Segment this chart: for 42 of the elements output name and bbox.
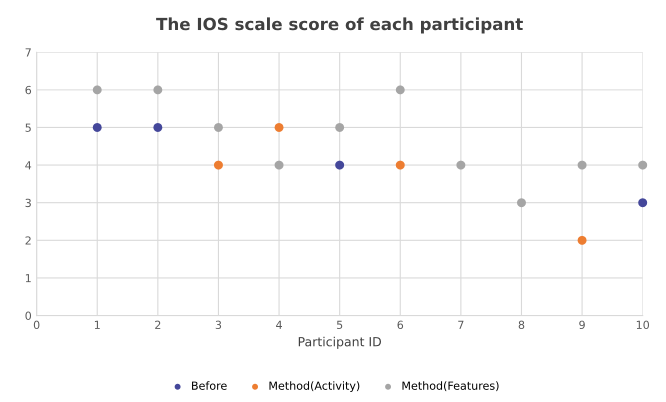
point xyxy=(638,160,648,170)
legend-label: Before xyxy=(192,381,227,390)
point xyxy=(396,160,405,170)
point xyxy=(638,198,648,208)
x-axis-title: Participant ID xyxy=(298,336,382,349)
legend-label: Method(Features) xyxy=(402,381,499,392)
x-tick-label: 7 xyxy=(458,320,464,329)
x-tick-label: 4 xyxy=(276,320,282,329)
x-tick-label: 0 xyxy=(34,320,40,330)
point xyxy=(456,160,466,170)
point xyxy=(335,160,344,170)
point xyxy=(153,122,162,132)
x-tick-label: 8 xyxy=(518,320,524,330)
point xyxy=(153,85,162,94)
y-tick-label: 3 xyxy=(26,198,31,208)
point xyxy=(92,122,102,132)
y-tick-label: 6 xyxy=(25,86,32,94)
point xyxy=(214,160,223,170)
point xyxy=(274,122,284,132)
y-tick-label: 5 xyxy=(26,124,31,132)
x-tick-label: 6 xyxy=(398,320,404,330)
y-tick-label: 1 xyxy=(26,274,31,282)
point xyxy=(578,160,587,170)
point xyxy=(578,236,587,245)
point xyxy=(335,122,344,132)
point xyxy=(92,85,102,94)
point xyxy=(396,85,405,94)
legend-label: Method(Activity) xyxy=(269,381,360,392)
point xyxy=(214,122,223,132)
x-tick-label: 5 xyxy=(336,320,342,330)
y-tick-label: 7 xyxy=(26,48,31,56)
x-tick-label: 9 xyxy=(579,320,585,330)
chart-title: The IOS scale score of each participant xyxy=(156,17,523,34)
point xyxy=(516,198,526,208)
point xyxy=(274,160,284,170)
x-tick-label: 3 xyxy=(216,320,222,330)
y-tick-label: 4 xyxy=(25,161,32,170)
y-tick-label: 2 xyxy=(26,236,31,245)
y-tick-label: 0 xyxy=(25,312,32,320)
x-tick-label: 10 xyxy=(636,320,650,330)
x-tick-label: 2 xyxy=(155,320,160,329)
x-tick-label: 1 xyxy=(94,320,100,329)
